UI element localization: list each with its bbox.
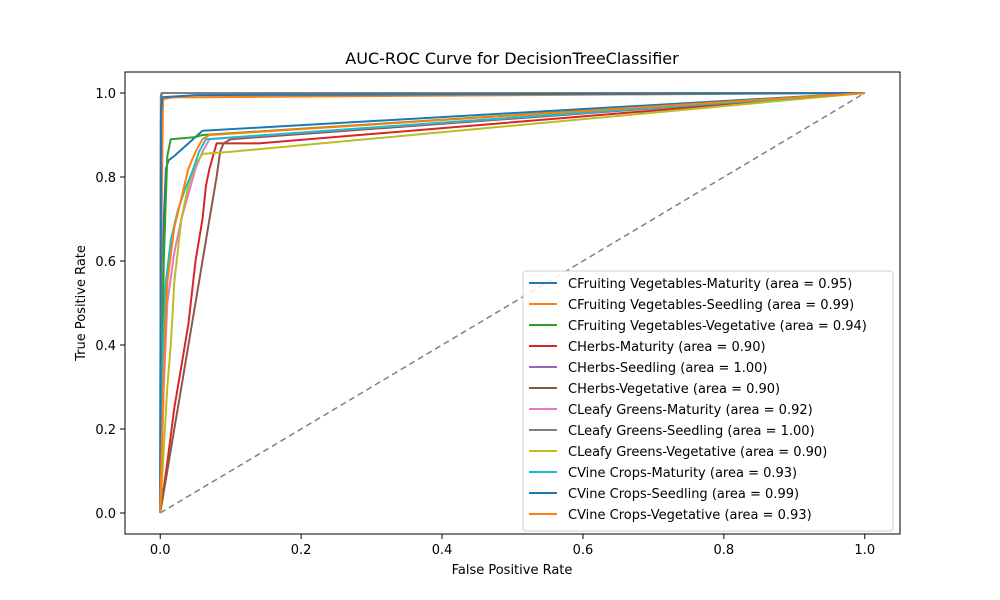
- roc-series-line-8: [159, 92, 865, 514]
- legend: CFruiting Vegetables-Maturity (area = 0.…: [522, 270, 894, 532]
- legend-entry: CLeafy Greens-Vegetative (area = 0.90): [568, 445, 827, 460]
- roc-series-line-11: [159, 92, 865, 514]
- legend-entry: CFruiting Vegetables-Vegetative (area = …: [568, 319, 867, 334]
- chance-diagonal-line: [159, 92, 866, 514]
- x-axis-label: False Positive Rate: [452, 563, 573, 578]
- plot-area: [159, 92, 866, 514]
- legend-entry: CLeafy Greens-Maturity (area = 0.92): [568, 403, 813, 418]
- legend-entry: CVine Crops-Seedling (area = 0.99): [568, 487, 799, 502]
- roc-series-line-2: [159, 92, 865, 514]
- legend-entry: CHerbs-Seedling (area = 1.00): [568, 361, 768, 376]
- legend-entry: CHerbs-Maturity (area = 0.90): [568, 340, 766, 355]
- legend-entry: CVine Crops-Maturity (area = 0.93): [568, 466, 797, 481]
- roc-series-line-0: [159, 92, 865, 514]
- y-tick-label: 0.0: [95, 507, 116, 522]
- y-tick-label: 0.4: [95, 339, 116, 354]
- y-axis: 0.0 0.2 0.4 0.6 0.8 1.0: [95, 87, 125, 522]
- legend-entry: CFruiting Vegetables-Maturity (area = 0.…: [568, 277, 852, 292]
- y-tick-label: 0.8: [95, 171, 116, 186]
- legend-box: [522, 270, 894, 532]
- x-tick-label: 0.8: [714, 543, 735, 558]
- x-tick-label: 0.0: [150, 543, 171, 558]
- chart-title: AUC-ROC Curve for DecisionTreeClassifier: [345, 49, 679, 68]
- x-tick-label: 0.6: [573, 543, 594, 558]
- x-tick-label: 0.4: [432, 543, 453, 558]
- roc-series-line-5: [159, 92, 865, 514]
- legend-entry: CVine Crops-Vegetative (area = 0.93): [568, 508, 812, 523]
- y-tick-label: 1.0: [95, 87, 116, 102]
- x-tick-label: 1.0: [854, 543, 875, 558]
- legend-entry: CFruiting Vegetables-Seedling (area = 0.…: [568, 298, 854, 313]
- roc-series-line-10: [159, 92, 865, 514]
- legend-entry: CLeafy Greens-Seedling (area = 1.00): [568, 424, 815, 439]
- x-axis: 0.0 0.2 0.4 0.6 0.8 1.0: [150, 534, 875, 558]
- y-tick-label: 0.2: [95, 423, 116, 438]
- plot-frame: [124, 71, 901, 535]
- y-tick-label: 0.6: [95, 255, 116, 270]
- x-tick-label: 0.2: [291, 543, 312, 558]
- y-axis-label: True Positive Rate: [74, 245, 89, 362]
- legend-entry: CHerbs-Vegetative (area = 0.90): [568, 382, 780, 397]
